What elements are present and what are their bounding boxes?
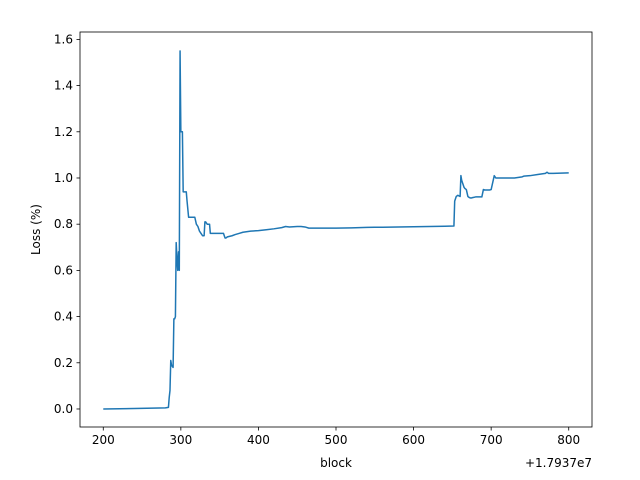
x-tick-label: 800 [557, 433, 580, 447]
y-tick-label: 0.6 [54, 263, 73, 277]
y-tick-label: 1.2 [54, 125, 73, 139]
x-tick-label: 700 [480, 433, 503, 447]
axis-ticks: 200 300 400 500 600 700 800 0.0 0.2 0.4 0.6 0.8 1.0 1… [54, 32, 580, 447]
axes-frame [79, 31, 593, 428]
loss-series-line [103, 50, 569, 410]
y-tick-label: 1.6 [54, 32, 73, 46]
x-tick-label: 200 [92, 433, 115, 447]
y-tick-label: 1.4 [54, 79, 73, 93]
y-tick-label: 0.4 [54, 310, 73, 324]
x-axis-offset-label: +1.7937e7 [525, 456, 592, 470]
y-axis-label: Loss (%) [29, 204, 43, 255]
x-axis-label: block [320, 456, 352, 470]
y-tick-label: 1.0 [54, 171, 73, 185]
x-tick-label: 500 [325, 433, 348, 447]
x-tick-label: 600 [402, 433, 425, 447]
y-tick-label: 0.2 [54, 356, 73, 370]
x-tick-label: 400 [247, 433, 270, 447]
y-tick-label: 0.8 [54, 217, 73, 231]
plot-area [103, 50, 569, 410]
x-tick-label: 300 [169, 433, 192, 447]
y-tick-label: 0.0 [54, 402, 73, 416]
